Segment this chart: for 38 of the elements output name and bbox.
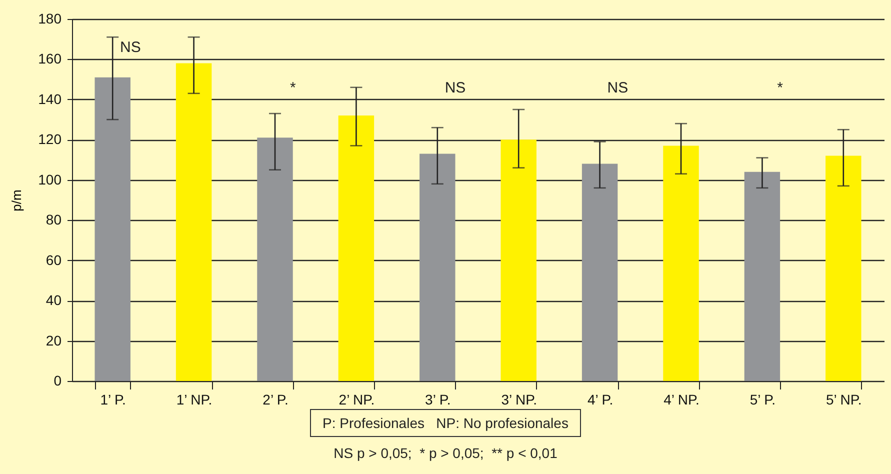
y-tick-label: 100: [38, 171, 62, 188]
annotation: NS: [444, 79, 466, 96]
y-tick-label: 80: [46, 212, 62, 228]
bar: [257, 138, 293, 381]
bar: [94, 77, 130, 381]
annotation: *: [290, 79, 296, 96]
x-tick-label: 3’ NP.: [501, 392, 538, 408]
y-tick-label: 40: [46, 292, 62, 308]
y-tick-label: 120: [38, 131, 62, 148]
y-axis-title: p/m: [9, 190, 24, 212]
x-tick-label: 2’ NP.: [338, 392, 375, 408]
bar: [744, 172, 780, 381]
bar: [582, 164, 618, 381]
bar: [826, 156, 862, 381]
y-tick-label: 60: [46, 252, 62, 268]
y-tick-label: 20: [46, 332, 62, 348]
x-tick-label: 4’ P.: [587, 392, 614, 408]
bar: [420, 154, 456, 381]
bar: [663, 146, 699, 381]
y-tick-label: 0: [54, 372, 62, 388]
y-tick-label: 180: [38, 10, 62, 26]
annotation: NS: [120, 39, 141, 56]
x-tick-label: 1’ P.: [100, 392, 126, 408]
y-tick-label: 140: [38, 90, 62, 107]
annotation: *: [777, 79, 784, 96]
bar: [338, 116, 374, 381]
x-tick-label: 5’ NP.: [826, 392, 862, 408]
x-tick-label: 1’ NP.: [176, 392, 212, 408]
x-tick-label: 5’ P.: [750, 392, 776, 408]
x-tick-label: 2’ P.: [262, 392, 288, 408]
text: NS p > 0,05; * p > 0,05; ** p < 0,01: [332, 445, 558, 461]
x-tick-label: 4’ NP.: [664, 392, 700, 408]
bar: [500, 140, 536, 381]
text: P: Profesionales NP: No profesionales: [310, 409, 582, 437]
annotation: NS: [607, 79, 628, 96]
y-tick-label: 160: [38, 50, 62, 67]
x-tick-label: 3’ P.: [425, 392, 451, 408]
bar: [176, 63, 212, 381]
